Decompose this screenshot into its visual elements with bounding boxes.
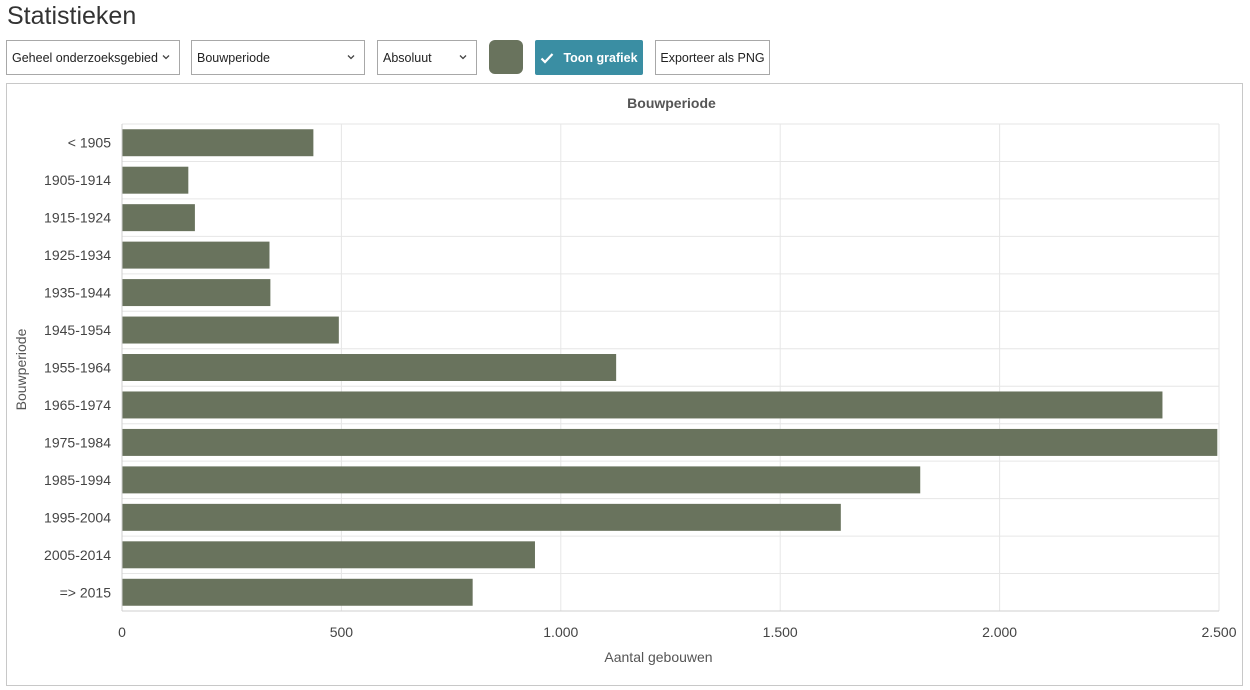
y-tick-label: 1995-2004	[44, 509, 111, 525]
y-tick-label: 1915-1924	[44, 210, 111, 226]
bar-0	[122, 129, 314, 157]
chevron-down-icon	[459, 54, 467, 59]
export-png-label: Exporteer als PNG	[660, 50, 765, 65]
chart-title: Bouwperiode	[627, 95, 716, 111]
chevron-down-icon	[347, 54, 355, 59]
x-tick-label: 500	[330, 624, 354, 640]
area-select-value: Geheel onderzoeksgebied	[12, 50, 158, 65]
x-axis-title: Aantal gebouwen	[604, 649, 712, 665]
y-tick-label: 2005-2014	[44, 547, 111, 563]
y-tick-label: 1965-1974	[44, 397, 111, 413]
bar-7	[122, 391, 1163, 419]
color-picker-swatch[interactable]	[489, 40, 523, 74]
bar-4	[122, 279, 271, 307]
mode-select-value: Absoluut	[383, 50, 432, 65]
bar-1	[122, 166, 189, 194]
bar-10	[122, 503, 841, 531]
bar-5	[122, 316, 339, 344]
y-axis-title: Bouwperiode	[13, 328, 29, 410]
chart-panel: Bouwperiode < 1905 1905-1914 1915-1924 1925-…	[6, 83, 1243, 686]
bar-6	[122, 354, 617, 381]
y-tick-label: => 2015	[60, 584, 112, 600]
bar-chart: Bouwperiode < 1905 1905-1914 1915-1924 1925-…	[13, 95, 1237, 665]
mode-select[interactable]: Absoluut	[377, 40, 477, 75]
bar-9	[122, 466, 921, 494]
bar-11	[122, 541, 535, 569]
x-tick-label: 1.000	[543, 624, 578, 640]
area-select[interactable]: Geheel onderzoeksgebied	[6, 40, 180, 75]
export-png-button[interactable]: Exporteer als PNG	[655, 40, 770, 75]
dimension-select-value: Bouwperiode	[197, 50, 270, 65]
y-tick-label: 1955-1964	[44, 360, 111, 376]
toolbar: Geheel onderzoeksgebied Bouwperiode Abso…	[6, 40, 1246, 75]
y-tick-label: 1975-1984	[44, 434, 111, 450]
chevron-down-icon	[162, 54, 170, 59]
y-tick-label: 1985-1994	[44, 472, 111, 488]
show-chart-label: Toon grafiek	[563, 50, 638, 65]
x-tick-label: 2.500	[1201, 624, 1236, 640]
x-tick-label: 0	[118, 624, 126, 640]
y-tick-label: 1945-1954	[44, 322, 111, 338]
bar-2	[122, 204, 195, 232]
y-tick-label: 1905-1914	[44, 172, 111, 188]
page-title: Statistieken	[7, 2, 137, 30]
x-tick-label: 2.000	[982, 624, 1017, 640]
bar-12	[122, 578, 473, 606]
check-icon	[541, 52, 554, 64]
x-tick-label: 1.500	[763, 624, 798, 640]
bar-8	[122, 428, 1218, 456]
y-tick-label: 1935-1944	[44, 285, 111, 301]
y-tick-label: < 1905	[68, 135, 111, 151]
show-chart-toggle-button[interactable]: Toon grafiek	[535, 40, 643, 75]
bar-3	[122, 241, 270, 269]
dimension-select[interactable]: Bouwperiode	[191, 40, 365, 75]
y-tick-label: 1925-1934	[44, 247, 111, 263]
